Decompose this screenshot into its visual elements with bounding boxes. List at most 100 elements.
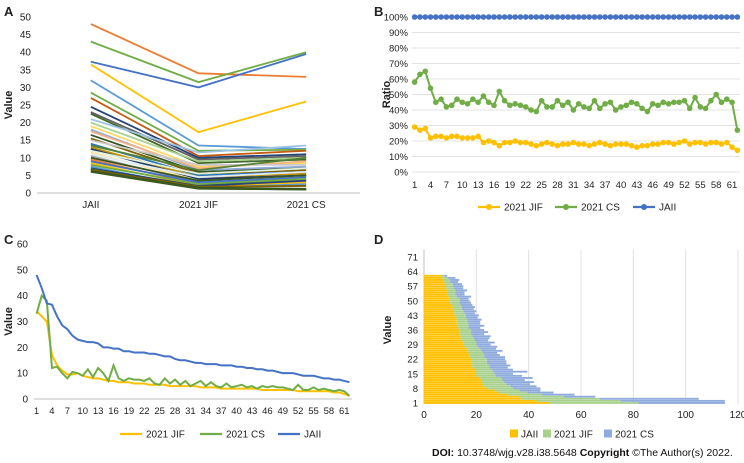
d-bar-segment xyxy=(424,285,445,288)
d-bar-segment xyxy=(424,318,457,321)
d-bar-segment xyxy=(424,372,477,375)
b-point xyxy=(729,144,735,150)
d-bar-segment xyxy=(471,362,487,365)
b-xtick-label: 37 xyxy=(600,180,611,191)
b-point xyxy=(411,124,418,130)
b-legend-item-marker xyxy=(641,204,647,210)
d-bar-segment xyxy=(424,389,495,392)
b-ytick-label: 20% xyxy=(389,137,409,148)
b-xtick-label: 7 xyxy=(444,180,449,191)
d-bar-segment xyxy=(424,279,444,281)
a-ytick-label: 5 xyxy=(25,171,31,182)
b-point xyxy=(634,14,640,20)
d-bar-segment xyxy=(424,312,455,315)
d-bar-segment xyxy=(486,362,507,365)
b-point xyxy=(671,141,677,147)
d-bar-segment xyxy=(465,314,479,317)
d-bar-segment xyxy=(520,397,600,400)
doi-value: 10.3748/wjg.v28.i38.5648 xyxy=(457,447,577,459)
d-bar-segment xyxy=(424,399,537,402)
c-ytick-label: 30 xyxy=(17,317,29,328)
b-xtick-label: 52 xyxy=(679,180,690,191)
b-ytick-label: 80% xyxy=(389,44,409,55)
d-bar-segment xyxy=(481,381,504,384)
b-point xyxy=(692,94,698,101)
b-point xyxy=(665,101,672,107)
d-ytick-label: 15 xyxy=(407,369,418,380)
d-bar-segment xyxy=(493,370,528,373)
c-xtick-label: 61 xyxy=(339,406,350,417)
d-bar-segment xyxy=(464,312,476,315)
b-point xyxy=(496,14,503,20)
b-point xyxy=(708,97,714,104)
b-point xyxy=(480,14,487,20)
d-bar-segment xyxy=(424,374,477,377)
d-bar-segment xyxy=(455,293,465,296)
b-point xyxy=(634,101,640,107)
d-bar-segment xyxy=(424,393,508,396)
d-bar-segment xyxy=(460,337,474,340)
b-point xyxy=(692,139,698,146)
b-point xyxy=(485,138,492,144)
doi-label: DOI: xyxy=(432,447,455,459)
b-ytick-label: 90% xyxy=(389,28,409,39)
d-bar-segment xyxy=(444,283,453,286)
a-ytick-label: 25 xyxy=(20,101,32,112)
d-bar-segment xyxy=(510,385,537,388)
a-series-line xyxy=(90,160,307,184)
d-bar-segment xyxy=(506,383,530,386)
d-bar-segment xyxy=(471,333,485,336)
d-bar-segment xyxy=(484,385,511,388)
d-bar-segment xyxy=(452,283,462,286)
b-point xyxy=(411,79,418,85)
copyright-value: ©The Author(s) 2022. xyxy=(632,447,733,459)
b-point xyxy=(480,93,487,99)
d-bar-segment xyxy=(476,372,495,375)
b-point xyxy=(586,142,593,149)
c-ytick-label: 50 xyxy=(17,265,29,276)
d-xtick-label: 80 xyxy=(628,410,640,421)
b-point xyxy=(485,14,492,20)
c-xtick-label: 31 xyxy=(185,406,196,417)
b-point xyxy=(628,142,635,149)
d-legend-item-label: JAII xyxy=(521,430,538,441)
b-point xyxy=(438,96,444,102)
d-bar-segment xyxy=(477,345,498,348)
b-xtick-label: 28 xyxy=(552,180,563,191)
b-point xyxy=(549,14,555,20)
b-xtick-label: 61 xyxy=(727,180,738,191)
d-bar-segment xyxy=(468,351,483,354)
d-bar-segment xyxy=(482,351,498,354)
b-point xyxy=(448,133,455,140)
b-point xyxy=(427,135,434,141)
d-bar-segment xyxy=(467,318,482,321)
b-point xyxy=(427,14,434,20)
b-point xyxy=(507,139,513,146)
b-point xyxy=(723,96,730,102)
d-bar-segment xyxy=(464,345,478,348)
d-legend-item-swatch xyxy=(604,429,612,438)
a-series-line xyxy=(90,163,307,186)
d-bar-segment xyxy=(424,329,460,331)
d-bar-segment xyxy=(458,324,469,327)
b-ytick-label: 70% xyxy=(389,59,409,70)
d-bar-segment xyxy=(424,356,470,359)
b-point xyxy=(522,104,529,110)
a-ytick-label: 30 xyxy=(20,83,32,94)
b-point xyxy=(597,105,603,112)
b-point xyxy=(464,135,471,141)
d-bar-segment xyxy=(444,274,448,277)
b-point xyxy=(702,141,709,147)
b-point xyxy=(501,139,508,146)
c-ytick-label: 60 xyxy=(17,240,29,251)
c-xtick-label: 7 xyxy=(65,406,70,417)
b-point xyxy=(686,14,693,20)
d-bar-segment xyxy=(424,314,456,317)
a-series-line xyxy=(90,130,307,170)
d-bar-segment xyxy=(424,337,461,340)
a-series-line xyxy=(90,118,307,154)
d-bar-segment xyxy=(638,402,725,404)
b-point xyxy=(655,141,661,147)
c-ytick-label: 0 xyxy=(22,395,28,406)
b-ytick-label: 100% xyxy=(384,13,409,24)
